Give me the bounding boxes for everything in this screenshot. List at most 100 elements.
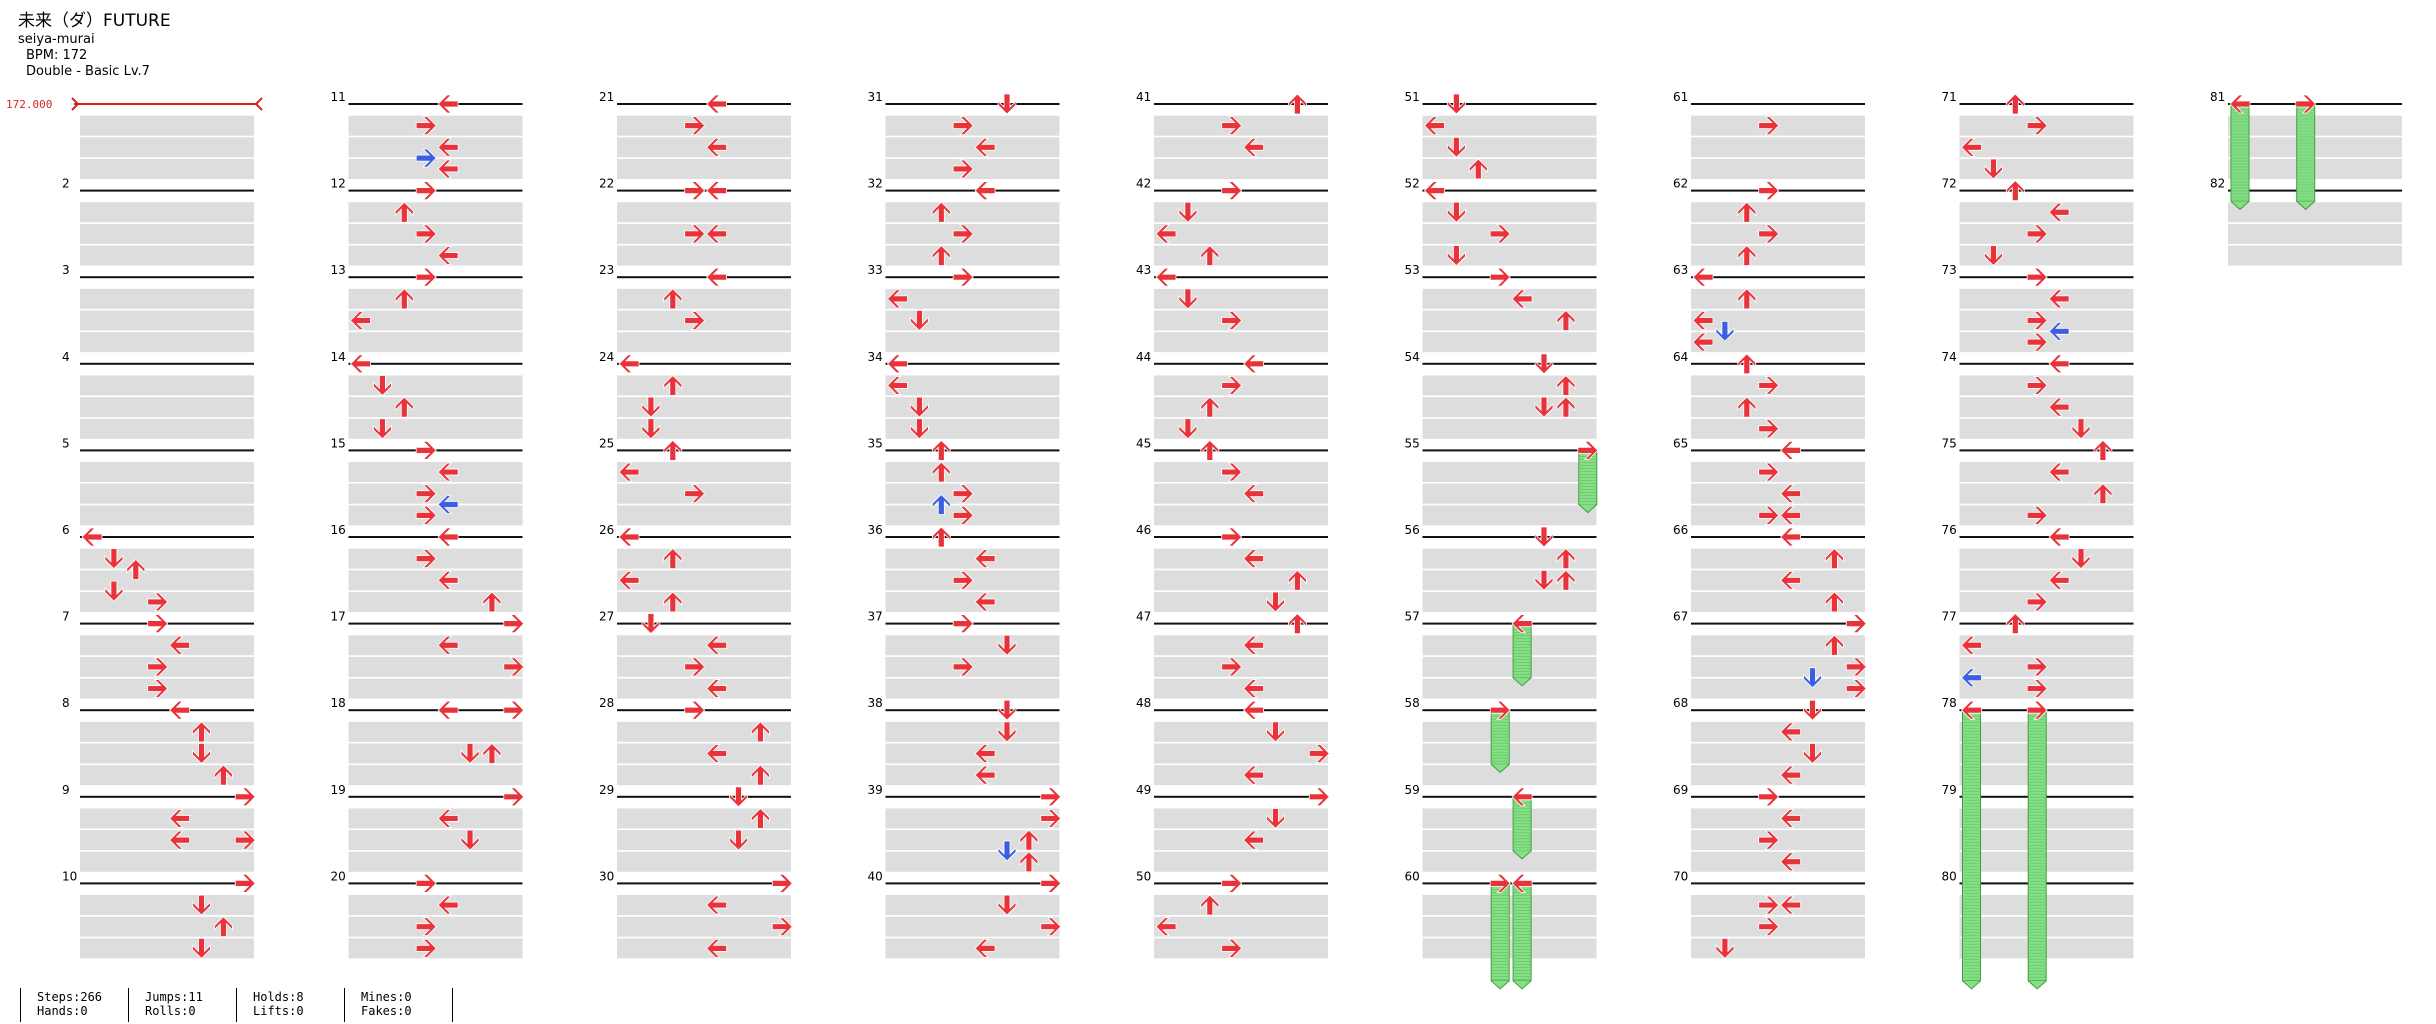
measure-line (348, 795, 523, 798)
measure-line (80, 709, 254, 712)
beat-band (1422, 591, 1597, 612)
arrow-shape (192, 743, 211, 765)
arrow-shape (415, 224, 437, 244)
arrow-up-icon (1288, 569, 1307, 591)
measure-line (617, 276, 791, 279)
arrow-down-icon (997, 93, 1017, 115)
measure-line (1959, 189, 2134, 192)
arrow-shape (1534, 526, 1554, 548)
arrow-right-icon (1489, 224, 1511, 244)
arrow-shape (974, 938, 996, 958)
arrow-left-icon (1780, 527, 1801, 547)
arrow-shape (684, 116, 706, 136)
arrow-up-icon (394, 288, 414, 310)
measure-number: 71 (1942, 90, 1957, 104)
measure-number: 66 (1673, 523, 1688, 537)
arrow-right-icon (771, 874, 793, 893)
beat-band (348, 397, 523, 418)
measure-5: 5 (62, 436, 254, 526)
beat-band (80, 570, 254, 591)
measure-line (885, 103, 1060, 105)
arrow-down-icon (1178, 418, 1198, 440)
beat-band (617, 851, 791, 872)
beat-band (1691, 656, 1865, 677)
arrow-shape (729, 829, 748, 851)
arrow-shape (997, 93, 1017, 115)
beat-band (80, 916, 254, 937)
measure-number: 52 (1405, 177, 1420, 191)
arrow-shape (1288, 613, 1307, 634)
arrow-left-icon (706, 267, 727, 287)
beat-band (885, 137, 1060, 158)
arrow-shape (2026, 679, 2048, 698)
arrow-shape (1556, 374, 1576, 396)
arrow-right-icon (1845, 614, 1867, 633)
arrow-left-icon (2229, 94, 2251, 114)
beat-band (348, 375, 523, 396)
arrow-shape (2071, 418, 2091, 440)
stat-rolls: Rolls:0 (145, 1004, 196, 1018)
arrow-shape (1019, 851, 1039, 873)
arrow-left-icon (1243, 635, 1264, 655)
arrow-shape (618, 354, 640, 374)
arrow-up-icon (394, 201, 414, 223)
arrow-shape (372, 375, 392, 397)
arrow-up-icon (751, 721, 770, 743)
beat-band (1422, 808, 1597, 829)
arrow-shape (706, 895, 727, 915)
arrow-shape (1960, 635, 1982, 655)
measure-70: 70 (1673, 869, 1865, 959)
beat-band (348, 830, 523, 851)
arrow-shape (503, 614, 525, 633)
arrow-down-icon (372, 418, 392, 440)
arrow-up-icon (1556, 396, 1576, 418)
beat-band (1422, 418, 1597, 439)
arrow-shape (1692, 267, 1714, 287)
measure-number: 74 (1942, 350, 1957, 364)
beat-band (1691, 332, 1865, 353)
arrow-shape (415, 917, 437, 937)
arrow-down-icon (1178, 288, 1198, 310)
arrow-right-icon (147, 679, 169, 698)
bpm-end-tick (254, 97, 263, 111)
arrow-left-icon (2048, 570, 2070, 590)
measure-number: 8 (62, 696, 70, 710)
beat-band (1154, 548, 1328, 569)
arrow-up-icon (1200, 244, 1220, 266)
measure-number: 32 (868, 177, 883, 191)
beat-band (1959, 397, 2134, 418)
arrow-shape (952, 224, 974, 244)
arrow-shape (437, 570, 459, 590)
arrow-up-icon (1200, 894, 1220, 916)
arrow-shape (1447, 136, 1466, 158)
beat-band (348, 721, 523, 742)
beat-band (1691, 570, 1865, 591)
arrow-shape (213, 764, 233, 786)
arrow-up-icon (2005, 613, 2025, 634)
beat-band (1154, 851, 1328, 872)
arrow-right-icon (1489, 700, 1511, 720)
beat-band (1154, 765, 1328, 786)
arrow-shape (1178, 201, 1198, 223)
arrow-shape (503, 700, 525, 720)
beat-band (1422, 115, 1597, 136)
arrow-shape (1960, 137, 1982, 157)
beat-band (80, 288, 254, 309)
arrow-left-icon (2048, 321, 2070, 341)
beat-band (617, 137, 791, 158)
arrow-shape (192, 894, 211, 916)
arrow-left-icon (1780, 484, 1801, 504)
measure-line (1154, 362, 1328, 365)
arrow-shape (952, 505, 974, 525)
arrow-shape (684, 484, 706, 504)
hold-body (2296, 103, 2316, 211)
arrow-right-icon (684, 700, 706, 720)
beat-band (617, 916, 791, 937)
measure-number: 57 (1405, 610, 1420, 624)
arrow-shape (2026, 505, 2048, 525)
arrow-shape (997, 721, 1017, 743)
measure-line (1422, 189, 1597, 192)
measure-number: 56 (1405, 523, 1420, 537)
arrow-shape (706, 137, 727, 157)
arrow-left-icon (618, 527, 640, 547)
